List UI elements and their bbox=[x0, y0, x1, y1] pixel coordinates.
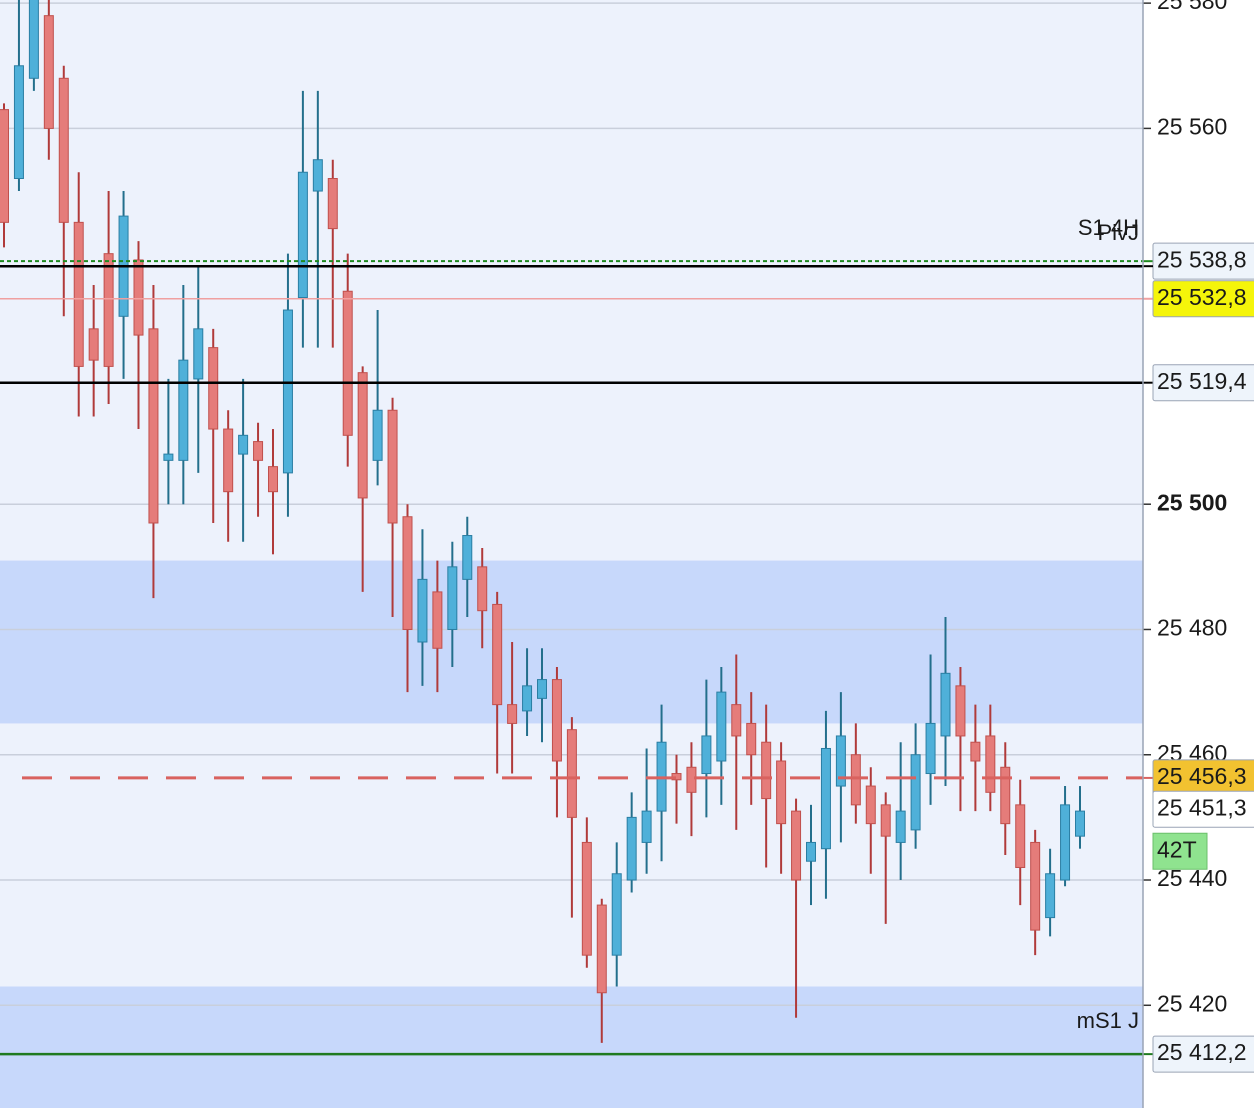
y-tick-label: 25 500 bbox=[1157, 489, 1227, 515]
candle-body bbox=[1045, 873, 1056, 919]
candle-body bbox=[910, 754, 921, 831]
candle-body bbox=[387, 409, 398, 524]
y-tick-label: 25 480 bbox=[1157, 615, 1227, 641]
candle-body bbox=[507, 704, 518, 724]
candle-body bbox=[297, 171, 308, 299]
price-tag bbox=[1152, 242, 1254, 280]
plot-background bbox=[0, 0, 1143, 1108]
candle-body bbox=[955, 685, 966, 737]
candle-body bbox=[835, 735, 846, 787]
candle-body bbox=[701, 735, 712, 775]
price-tag bbox=[1152, 1035, 1254, 1073]
candle-body bbox=[1000, 766, 1011, 825]
timer-label: 42T bbox=[1157, 836, 1197, 862]
candle-body bbox=[342, 290, 353, 436]
candle-body bbox=[432, 591, 443, 649]
y-tick-label: 25 420 bbox=[1157, 990, 1227, 1016]
candle-body bbox=[776, 760, 787, 825]
candle-body bbox=[985, 735, 996, 793]
candle-body bbox=[806, 841, 816, 862]
price-tag-label: 25 451,3 bbox=[1157, 794, 1247, 820]
candle-body bbox=[417, 578, 428, 643]
candle-body bbox=[103, 253, 114, 367]
candle-body bbox=[850, 754, 861, 806]
candle-body bbox=[462, 535, 473, 580]
candle-body bbox=[372, 409, 383, 461]
candle-body bbox=[13, 65, 24, 180]
y-tick-label: 25 560 bbox=[1157, 113, 1227, 139]
level-name: S1 4H bbox=[1078, 215, 1139, 240]
candle-body bbox=[611, 873, 622, 956]
candle-body bbox=[43, 15, 54, 129]
candle-body bbox=[193, 328, 204, 380]
candle-body bbox=[148, 328, 159, 524]
candle-body bbox=[940, 672, 951, 737]
level-name: PivJ bbox=[1097, 220, 1139, 245]
candle-body bbox=[477, 566, 488, 612]
candle-body bbox=[581, 841, 592, 956]
candle-body bbox=[88, 328, 99, 361]
candle-body bbox=[282, 309, 293, 474]
candle-body bbox=[0, 109, 9, 223]
candle-body bbox=[522, 685, 533, 712]
price-tag-label: 25 412,2 bbox=[1157, 1039, 1247, 1065]
candle-body bbox=[970, 741, 981, 762]
candle-body bbox=[238, 434, 249, 455]
candle-body bbox=[551, 679, 562, 762]
candle-body bbox=[865, 785, 876, 825]
candle-body bbox=[1075, 810, 1085, 837]
candle-body bbox=[73, 221, 84, 367]
candle-body bbox=[223, 428, 234, 493]
price-tag bbox=[1152, 790, 1254, 828]
level-name: mS1 J bbox=[1077, 1008, 1139, 1033]
candle-body bbox=[626, 816, 637, 881]
candle-body bbox=[163, 453, 174, 461]
price-tag-label: 25 538,8 bbox=[1157, 246, 1247, 272]
candle-body bbox=[492, 603, 503, 706]
candle-body bbox=[820, 747, 831, 850]
price-tag-label: 25 532,8 bbox=[1157, 284, 1247, 310]
candle-body bbox=[731, 704, 742, 737]
candle-body bbox=[596, 904, 607, 994]
candle-body bbox=[357, 372, 368, 499]
candle-body bbox=[133, 259, 144, 336]
price-tag bbox=[1152, 364, 1254, 402]
candle-body bbox=[716, 691, 727, 762]
candle-body bbox=[746, 722, 757, 756]
axis-background bbox=[1143, 0, 1254, 1108]
candle-body bbox=[641, 810, 652, 843]
candle-body bbox=[686, 766, 697, 793]
candle-body bbox=[28, 0, 39, 79]
candle-body bbox=[402, 516, 413, 630]
candle-body bbox=[312, 159, 323, 192]
zone bbox=[0, 986, 1143, 1108]
timer-box bbox=[1152, 832, 1208, 870]
y-tick-label: 25 580 bbox=[1157, 0, 1227, 14]
candle-body bbox=[58, 77, 69, 223]
candle-body bbox=[447, 566, 458, 630]
candle-body bbox=[895, 810, 906, 843]
candle-body bbox=[537, 679, 547, 699]
candle-body bbox=[178, 359, 189, 461]
candle-body bbox=[253, 441, 264, 461]
price-tag-label: 25 456,3 bbox=[1157, 763, 1247, 789]
candle-body bbox=[925, 722, 936, 775]
candle-body bbox=[566, 729, 577, 818]
candle-body bbox=[880, 804, 891, 837]
price-tag bbox=[1152, 280, 1254, 318]
candle-body bbox=[268, 466, 278, 493]
candle-body bbox=[208, 347, 219, 430]
candle-body bbox=[1060, 804, 1071, 881]
candle-body bbox=[1015, 804, 1026, 868]
candle-body bbox=[327, 178, 338, 230]
candle-body bbox=[791, 810, 802, 881]
candle-body bbox=[1030, 841, 1041, 931]
zone bbox=[0, 560, 1143, 724]
price-tag-label: 25 519,4 bbox=[1157, 368, 1247, 394]
candle-body bbox=[761, 741, 772, 800]
